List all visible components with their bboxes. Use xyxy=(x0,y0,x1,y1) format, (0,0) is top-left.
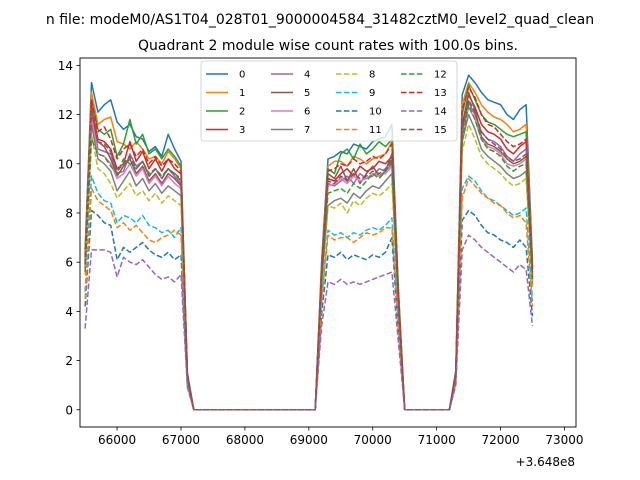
legend-label-2: 2 xyxy=(239,107,245,118)
y-tick-label: 10 xyxy=(58,157,73,171)
x-tick-label: 72000 xyxy=(481,433,519,447)
series-line-9 xyxy=(84,175,534,411)
legend-frame xyxy=(200,60,458,142)
legend-label-1: 1 xyxy=(239,88,245,99)
y-tick-label: 14 xyxy=(58,59,73,73)
y-tick-label: 0 xyxy=(65,403,73,417)
legend-label-5: 5 xyxy=(304,88,310,99)
series-layer xyxy=(84,74,534,411)
y-tick-label: 12 xyxy=(58,108,73,122)
x-axis: 66000 67000 68000 69000 70000 71000 72000 73000 xyxy=(98,427,584,447)
plot-area: 66000 67000 68000 69000 70000 71000 72000 73000… xyxy=(58,57,584,469)
y-axis: 0 2 4 6 8 10 12 14 xyxy=(58,59,80,417)
series-line-7 xyxy=(84,113,534,411)
y-tick-label: 2 xyxy=(65,354,73,368)
y-tick-label: 8 xyxy=(65,206,73,220)
series-line-6 xyxy=(84,106,534,411)
legend-label-3: 3 xyxy=(239,125,245,136)
legend-label-15: 15 xyxy=(434,125,447,136)
legend-label-7: 7 xyxy=(304,125,310,136)
legend-label-14: 14 xyxy=(434,107,447,118)
legend-label-8: 8 xyxy=(369,70,375,81)
x-tick-label: 70000 xyxy=(354,433,392,447)
x-tick-label: 73000 xyxy=(545,433,583,447)
axes-frame xyxy=(79,57,577,428)
legend-label-10: 10 xyxy=(369,107,382,118)
series-line-12 xyxy=(84,103,534,411)
x-tick-label: 66000 xyxy=(98,433,136,447)
legend-label-12: 12 xyxy=(434,70,447,81)
series-line-14 xyxy=(84,234,534,411)
series-line-11 xyxy=(84,177,534,411)
legend-label-0: 0 xyxy=(239,70,245,81)
x-tick-label: 68000 xyxy=(226,433,264,447)
x-tick-label: 67000 xyxy=(162,433,200,447)
y-tick-label: 4 xyxy=(65,305,73,319)
legend-label-9: 9 xyxy=(369,88,375,99)
chart-title: Quadrant 2 module wise count rates with … xyxy=(138,38,518,54)
figure-suptitle: n file: modeM0/AS1T04_028T01_9000004584_… xyxy=(46,12,594,28)
series-line-10 xyxy=(84,209,534,411)
x-tick-label: 71000 xyxy=(418,433,456,447)
legend-label-6: 6 xyxy=(304,107,310,118)
legend-label-4: 4 xyxy=(304,70,310,81)
x-offset-label: +3.648e8 xyxy=(516,455,575,469)
x-tick-label: 69000 xyxy=(290,433,328,447)
y-tick-label: 6 xyxy=(65,256,73,270)
legend-label-13: 13 xyxy=(434,88,447,99)
legend-label-11: 11 xyxy=(369,125,382,136)
series-line-8 xyxy=(84,123,534,411)
series-line-15 xyxy=(84,99,534,411)
